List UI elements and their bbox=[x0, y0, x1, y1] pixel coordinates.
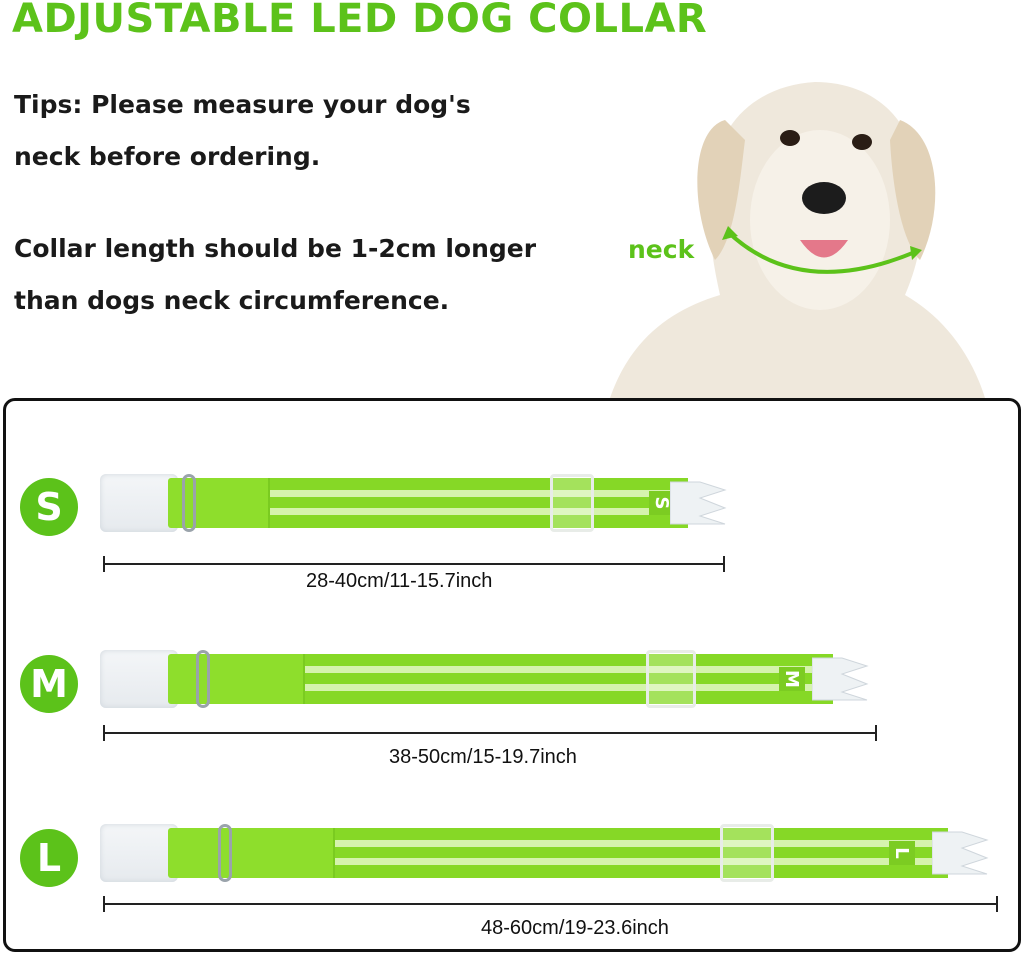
measure-line-m bbox=[103, 725, 877, 741]
collar-l: L bbox=[100, 822, 995, 884]
page-title: ADJUSTABLE LED DOG COLLAR bbox=[12, 0, 708, 42]
size-range-m: 38-50cm/15-19.7inch bbox=[389, 746, 577, 768]
size-chart-panel bbox=[3, 398, 1021, 952]
size-tag: M bbox=[779, 667, 805, 691]
collar-s: S bbox=[100, 472, 730, 534]
measure-line-s bbox=[103, 556, 725, 572]
size-tag: L bbox=[889, 841, 915, 865]
size-range-s: 28-40cm/11-15.7inch bbox=[306, 570, 493, 592]
tip-line: Collar length should be 1-2cm longer bbox=[14, 234, 537, 263]
tip-line: than dogs neck circumference. bbox=[14, 286, 450, 315]
dog-photo: neck bbox=[610, 82, 985, 398]
tip-line: neck before ordering. bbox=[14, 142, 321, 171]
neck-label: neck bbox=[628, 235, 696, 264]
size-badge-m: M bbox=[20, 655, 78, 713]
size-range-l: 48-60cm/19-23.6inch bbox=[481, 917, 669, 939]
size-badge-s: S bbox=[20, 478, 78, 536]
collar-m: M bbox=[100, 648, 875, 710]
tip-line: Tips: Please measure your dog's bbox=[14, 90, 471, 119]
size-badge-l: L bbox=[20, 829, 78, 887]
measure-line-l bbox=[103, 896, 998, 912]
